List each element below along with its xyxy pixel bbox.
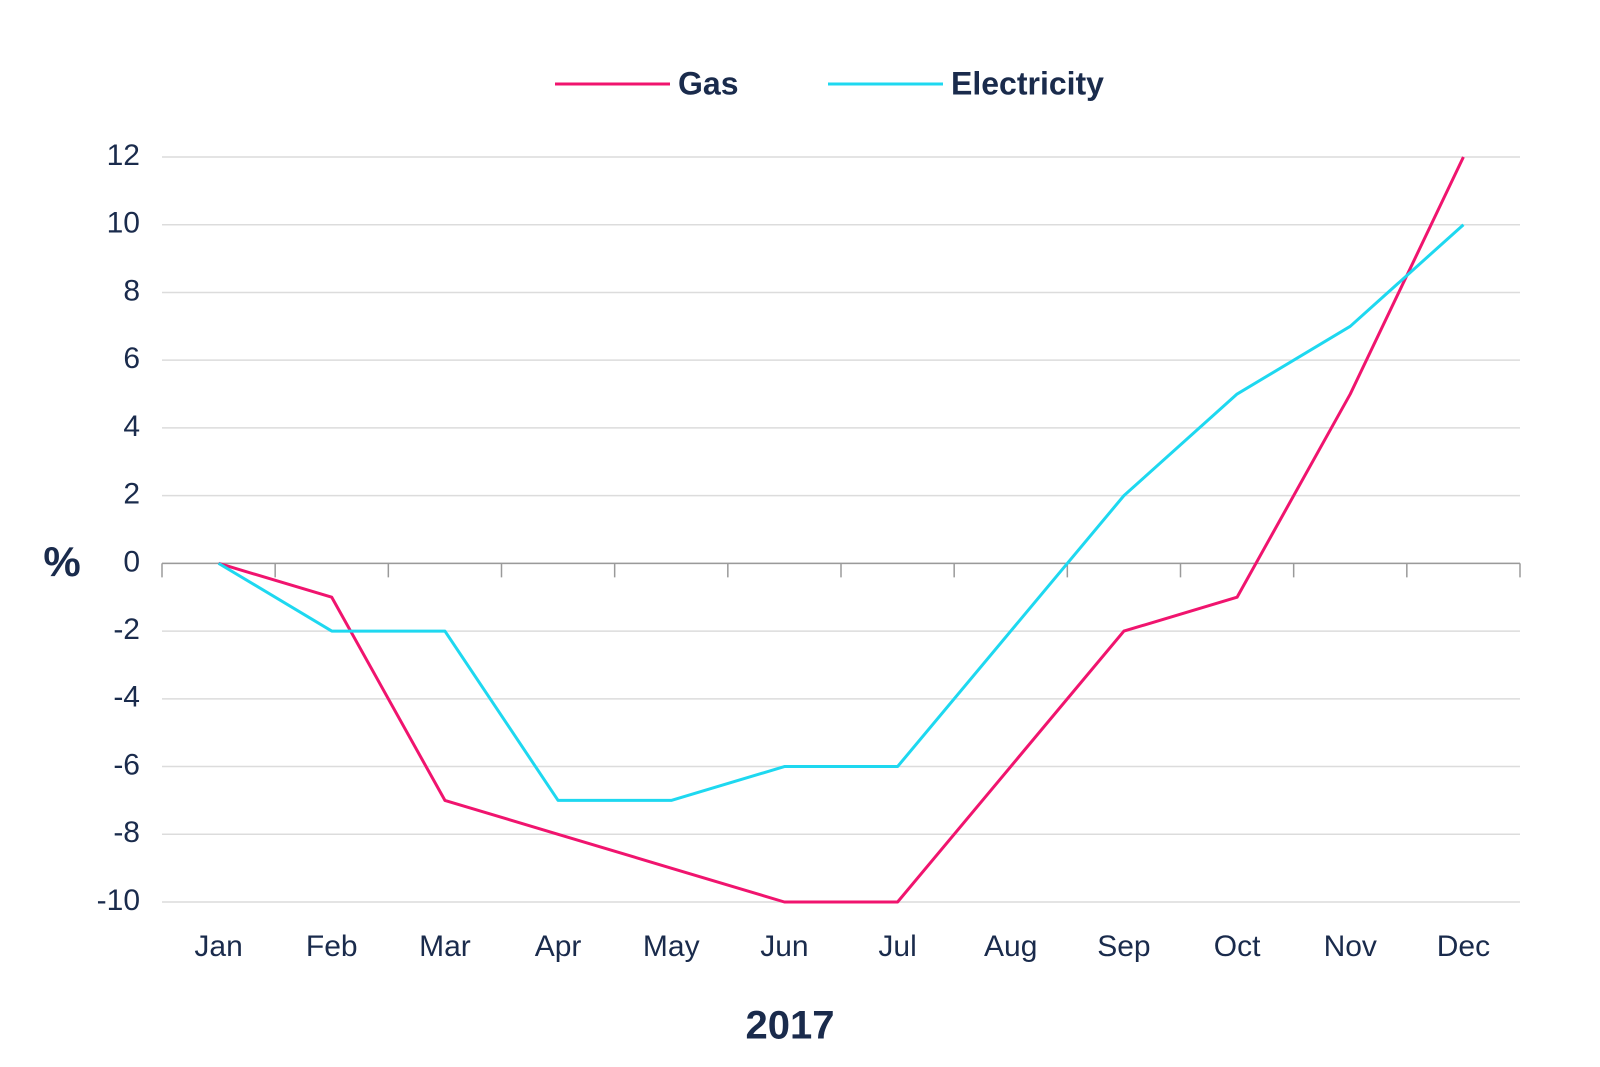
x-tick-label: May [643, 930, 700, 963]
x-tick-label: Mar [419, 930, 471, 963]
x-tick-label: Nov [1324, 930, 1377, 963]
x-tick-label: Feb [306, 930, 358, 963]
x-tick-label: Sep [1097, 930, 1150, 963]
legend-label: Gas [678, 65, 738, 101]
y-tick-label: -10 [97, 884, 140, 917]
y-tick-label: 0 [123, 545, 140, 578]
series-line [218, 156, 1465, 904]
x-axis-label: 2017 [746, 1004, 835, 1048]
y-tick-label: 6 [123, 342, 140, 375]
y-tick-label: 4 [123, 410, 140, 443]
x-tick-label: Jul [878, 930, 916, 963]
y-tick-label: -2 [113, 613, 140, 646]
x-tick-label: Jun [760, 930, 808, 963]
legend-label: Electricity [951, 65, 1104, 101]
y-tick-label: 10 [107, 207, 140, 240]
y-tick-label: 12 [107, 139, 140, 172]
y-tick-label: 8 [123, 274, 140, 307]
x-tick-label: Jan [194, 930, 242, 963]
y-axis-label: % [43, 538, 80, 585]
x-tick-label: Oct [1214, 930, 1261, 963]
x-tick-label: Dec [1437, 930, 1490, 963]
y-tick-label: -6 [113, 748, 140, 781]
x-tick-label: Apr [535, 930, 582, 963]
series-line [217, 223, 1465, 802]
x-tick-label: Aug [984, 930, 1037, 963]
y-tick-label: 2 [123, 478, 140, 511]
y-tick-label: -8 [113, 816, 140, 849]
y-tick-label: -4 [113, 681, 140, 714]
